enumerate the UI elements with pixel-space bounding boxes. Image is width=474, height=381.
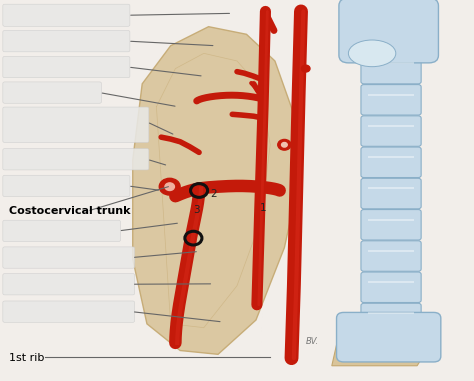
FancyBboxPatch shape — [361, 53, 421, 84]
Circle shape — [278, 139, 291, 150]
FancyBboxPatch shape — [3, 175, 130, 197]
Circle shape — [282, 142, 287, 147]
Text: 3: 3 — [193, 205, 200, 215]
FancyBboxPatch shape — [3, 220, 120, 242]
FancyBboxPatch shape — [361, 178, 421, 209]
FancyBboxPatch shape — [361, 210, 421, 240]
Circle shape — [165, 183, 174, 190]
FancyBboxPatch shape — [361, 241, 421, 271]
Text: Costocervical trunk: Costocervical trunk — [9, 206, 131, 216]
FancyBboxPatch shape — [3, 82, 101, 103]
Text: 1st rib: 1st rib — [9, 353, 45, 363]
FancyBboxPatch shape — [3, 247, 135, 268]
Text: BV.: BV. — [306, 337, 319, 346]
FancyBboxPatch shape — [3, 301, 135, 322]
Polygon shape — [133, 27, 299, 354]
FancyBboxPatch shape — [3, 107, 149, 142]
FancyBboxPatch shape — [361, 303, 421, 334]
FancyBboxPatch shape — [339, 0, 438, 63]
FancyBboxPatch shape — [337, 312, 441, 362]
FancyBboxPatch shape — [361, 116, 421, 146]
Circle shape — [301, 65, 310, 72]
FancyBboxPatch shape — [3, 274, 135, 295]
FancyBboxPatch shape — [3, 56, 130, 78]
FancyBboxPatch shape — [361, 147, 421, 178]
Text: 2: 2 — [210, 189, 217, 199]
FancyBboxPatch shape — [3, 149, 149, 170]
Text: 1: 1 — [260, 203, 266, 213]
FancyBboxPatch shape — [3, 30, 130, 52]
Circle shape — [159, 178, 180, 195]
Polygon shape — [332, 324, 436, 366]
Ellipse shape — [348, 40, 396, 67]
FancyBboxPatch shape — [361, 272, 421, 303]
FancyBboxPatch shape — [361, 85, 421, 115]
FancyBboxPatch shape — [3, 4, 130, 26]
